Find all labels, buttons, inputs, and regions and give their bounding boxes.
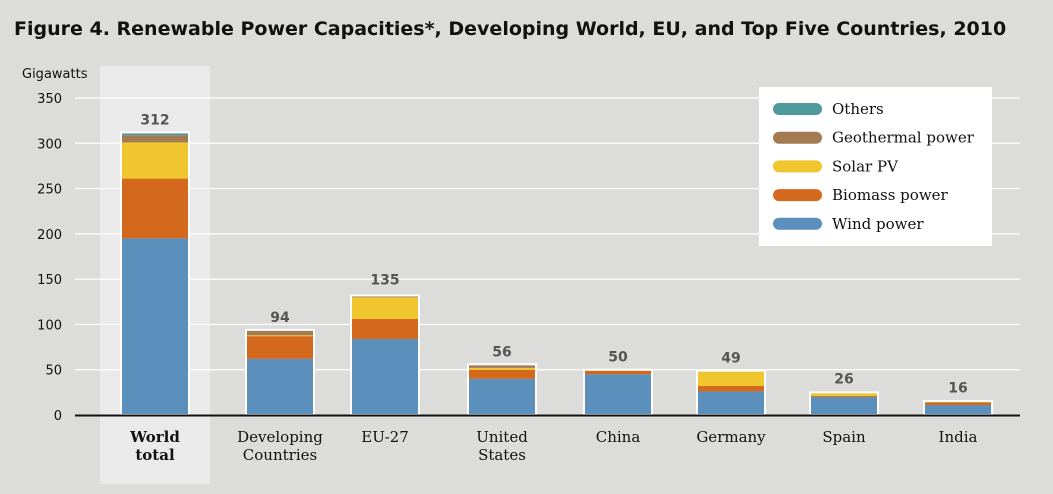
bar-segment	[584, 374, 652, 415]
x-tick-label: China	[596, 428, 641, 446]
bar-total-label: 49	[721, 351, 740, 367]
y-axis-label: Gigawatts	[22, 67, 88, 82]
x-tick-label: United States	[476, 428, 528, 464]
x-tick-label: Germany	[696, 428, 766, 446]
bar-segment	[246, 358, 314, 415]
bar-group: 135	[350, 273, 420, 416]
bar-group: 56	[467, 344, 537, 416]
bar-segment	[924, 402, 992, 406]
bar-segment	[121, 178, 189, 239]
bar-segment	[810, 396, 878, 415]
bar-segment	[351, 297, 419, 319]
x-tick-label: Developing Countries	[237, 428, 323, 464]
bar-total-label: 312	[140, 112, 169, 128]
y-tick-label: 250	[37, 183, 62, 198]
bar-segment	[246, 335, 314, 337]
legend-swatch	[773, 217, 822, 230]
bar-segment	[121, 132, 189, 136]
bar-segment	[810, 395, 878, 397]
bar-segment	[468, 367, 536, 370]
bar-segment	[121, 142, 189, 179]
bars: 312 94 135 56 50 49 26 16	[120, 112, 993, 417]
x-tick-label: EU-27	[361, 428, 408, 446]
legend-label: Geothermal power	[832, 129, 975, 147]
bar-segment	[121, 238, 189, 415]
y-tick-label: 350	[37, 92, 62, 107]
bar-group: 49	[696, 351, 766, 416]
bar-segment	[351, 338, 419, 415]
x-tick-label: Spain	[822, 428, 866, 446]
bar-total-label: 135	[370, 273, 399, 289]
y-tick-label: 150	[37, 273, 62, 288]
legend-swatch	[773, 131, 822, 144]
legend-label: Solar PV	[832, 157, 899, 175]
bar-group: 26	[809, 371, 879, 417]
bar-segment	[924, 405, 992, 415]
legend-label: Others	[832, 100, 884, 118]
bar-group: 312	[120, 112, 190, 416]
bar-segment	[697, 391, 765, 415]
y-axis-ticks: 0 50 100 150 200 250 300 350	[37, 92, 62, 424]
bar-total-label: 16	[948, 381, 967, 397]
bar-group: 50	[583, 350, 653, 417]
bar-segment	[584, 370, 652, 375]
y-tick-label: 0	[54, 409, 62, 424]
legend: Others Geothermal power Solar PV Biomass po…	[759, 87, 992, 246]
y-tick-label: 300	[37, 137, 62, 152]
bar-segment	[697, 386, 765, 392]
legend-swatch	[773, 189, 822, 202]
bar-segment	[468, 365, 536, 368]
bar-group: 16	[923, 381, 993, 416]
bar-segment	[697, 370, 765, 387]
y-tick-label: 200	[37, 228, 62, 243]
bar-segment	[121, 135, 189, 143]
bar-segment	[468, 378, 536, 415]
x-axis-categories: World total Developing Countries EU-27 United…	[129, 428, 977, 464]
bar-group: 94	[245, 310, 315, 416]
x-tick-label: World total	[129, 428, 180, 464]
bar-total-label: 94	[270, 310, 290, 326]
bar-segment	[468, 369, 536, 379]
bar-segment	[246, 336, 314, 359]
bar-total-label: 56	[492, 344, 511, 360]
y-tick-label: 100	[37, 318, 62, 333]
legend-swatch	[773, 103, 822, 115]
bar-total-label: 26	[834, 371, 853, 387]
bar-segment	[246, 329, 314, 336]
legend-swatch	[773, 160, 822, 173]
bar-segment	[810, 392, 878, 396]
y-tick-label: 50	[45, 364, 62, 379]
legend-label: Biomass power	[832, 186, 949, 204]
bar-total-label: 50	[608, 350, 628, 366]
bar-segment	[351, 318, 419, 339]
chart-title: Figure 4. Renewable Power Capacities*, D…	[14, 18, 1007, 40]
bar-segment	[924, 401, 992, 403]
x-tick-label: India	[939, 428, 978, 446]
legend-label: Wind power	[832, 215, 924, 233]
